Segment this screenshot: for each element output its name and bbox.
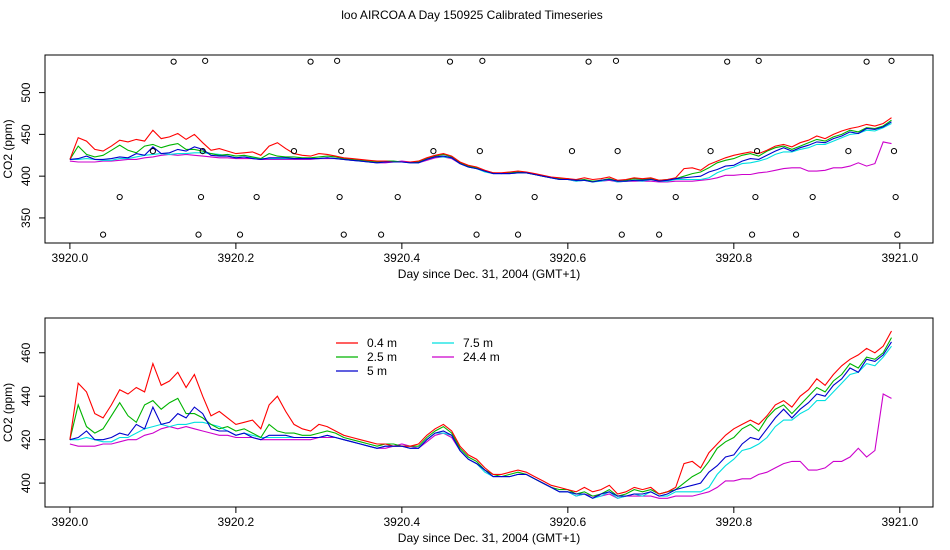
x-tick-label: 3920.6: [549, 515, 586, 529]
marker-point: [116, 193, 123, 201]
marker-point: [290, 147, 298, 155]
marker-point: [149, 147, 156, 155]
marker-point: [378, 231, 385, 238]
marker-point: [195, 231, 202, 238]
series-line-7-5-m: [69, 345, 892, 499]
y-tick-label: 460: [19, 342, 33, 362]
marker-point: [809, 193, 816, 201]
bottom-panel: 3920.0 3920.2 3920.4 3920.6 3920.8 3921.0 400 4…: [1, 317, 934, 545]
marker-point: [253, 193, 260, 201]
marker-point: [430, 147, 437, 155]
marker-point: [892, 193, 899, 201]
legend-label: 24.4 m: [463, 350, 500, 364]
marker-point: [307, 58, 314, 65]
marker-point: [753, 147, 761, 155]
x-tick-label: 3921.0: [881, 251, 918, 265]
marker-point: [672, 193, 679, 201]
x-axis-label: Day since Dec. 31, 2004 (GMT+1): [398, 531, 580, 545]
y-tick-label: 400: [19, 166, 33, 186]
marker-point: [724, 58, 731, 65]
plot-frame: [44, 317, 934, 508]
marker-point: [514, 231, 522, 238]
x-axis-label: Day since Dec. 31, 2004 (GMT+1): [398, 267, 580, 281]
x-tick-label: 3920.8: [715, 251, 752, 265]
legend-label: 5 m: [367, 364, 387, 378]
x-tick-label: 3920.4: [384, 515, 421, 529]
marker-point: [340, 231, 347, 238]
y-tick-label: 420: [19, 429, 33, 449]
series-line-7-5-m: [69, 123, 892, 183]
marker-point: [473, 231, 480, 238]
marker-point: [170, 58, 177, 65]
y-axis-label: CO2 (ppm): [1, 119, 15, 178]
legend-label: 7.5 m: [463, 336, 493, 350]
marker-point: [236, 231, 244, 238]
marker-point: [792, 231, 800, 238]
y-tick-label: 350: [19, 208, 33, 228]
marker-point: [202, 57, 209, 64]
legend-label: 0.4 m: [367, 336, 397, 350]
x-tick-label: 3920.8: [715, 515, 752, 529]
marker-point: [890, 147, 898, 155]
marker-point: [479, 57, 486, 64]
x-tick-label: 3921.0: [881, 515, 918, 529]
series-line-24-4-m: [69, 393, 892, 499]
marker-point: [476, 147, 483, 155]
marker-point: [863, 58, 870, 65]
x-tick-label: 3920.6: [549, 251, 586, 265]
marker-point: [616, 193, 623, 201]
plot-frame: [44, 54, 934, 244]
y-tick-label: 440: [19, 386, 33, 406]
y-tick-label: 450: [19, 124, 33, 144]
marker-point: [845, 147, 852, 155]
x-tick-label: 3920.0: [52, 251, 89, 265]
x-tick-label: 3920.2: [218, 515, 255, 529]
marker-point: [99, 231, 107, 238]
marker-point: [197, 193, 205, 201]
marker-point: [336, 193, 343, 201]
marker-point: [888, 57, 895, 64]
marker-point: [199, 147, 206, 155]
marker-point: [568, 147, 576, 155]
marker-point: [748, 231, 756, 238]
marker-point: [394, 193, 401, 201]
marker-point: [618, 231, 625, 238]
top-panel: 3920.0 3920.2 3920.4 3920.6 3920.8 3921.0 350 4…: [1, 54, 934, 281]
marker-point: [531, 193, 538, 201]
marker-point: [446, 58, 454, 65]
marker-point: [338, 147, 345, 155]
marker-point: [614, 147, 621, 155]
series-line-5-m: [69, 121, 892, 183]
marker-point: [585, 58, 592, 65]
marker-point: [334, 57, 341, 64]
x-tick-label: 3920.0: [52, 515, 89, 529]
marker-point: [707, 147, 714, 155]
marker-point: [755, 57, 762, 64]
series-line-5-m: [69, 341, 892, 499]
marker-point: [752, 193, 759, 201]
series-line-0-4-m: [69, 330, 892, 495]
y-tick-label: 500: [19, 82, 33, 102]
marker-point: [475, 193, 482, 201]
legend-label: 2.5 m: [367, 350, 397, 364]
marker-point: [894, 231, 901, 238]
y-tick-label: 400: [19, 473, 33, 493]
x-tick-label: 3920.4: [384, 251, 421, 265]
marker-point: [656, 231, 663, 238]
y-axis-label: CO2 (ppm): [1, 383, 15, 442]
x-tick-label: 3920.2: [218, 251, 255, 265]
chart-title: loo AIRCOA A Day 150925 Calibrated Times…: [341, 8, 602, 22]
marker-point: [612, 57, 620, 64]
